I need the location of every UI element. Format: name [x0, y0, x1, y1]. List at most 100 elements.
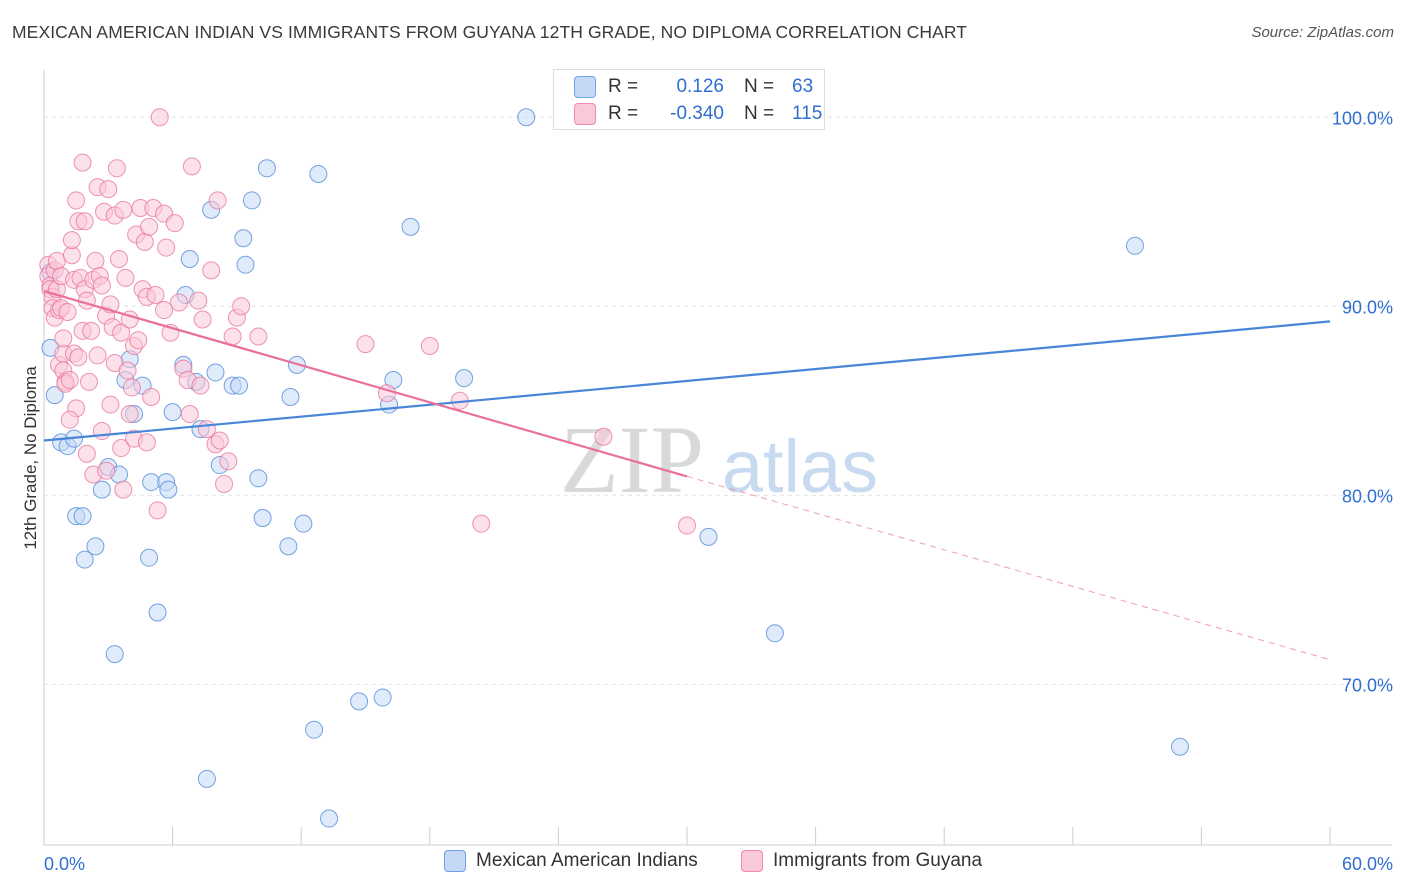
point-immigrants-from-guyana: [47, 251, 66, 270]
point-mexican-american-indians: [309, 164, 328, 183]
point-immigrants-from-guyana: [118, 361, 137, 380]
point-mexican-american-indians: [140, 548, 159, 567]
point-immigrants-from-guyana: [73, 153, 92, 172]
point-immigrants-from-guyana: [107, 159, 126, 178]
point-immigrants-from-guyana: [60, 410, 79, 429]
point-immigrants-from-guyana: [137, 433, 156, 452]
point-immigrants-from-guyana: [116, 268, 135, 287]
r-label: R =: [608, 76, 639, 97]
point-immigrants-from-guyana: [146, 285, 165, 304]
point-mexican-american-indians: [163, 403, 182, 422]
stats-swatch-blue: [574, 76, 596, 98]
point-mexican-american-indians: [281, 388, 300, 407]
point-immigrants-from-guyana: [142, 388, 161, 407]
point-immigrants-from-guyana: [101, 395, 120, 414]
point-mexican-american-indians: [180, 250, 199, 269]
axes: [43, 70, 1392, 846]
y-tick-label: 90.0%: [1342, 297, 1393, 317]
point-immigrants-from-guyana: [86, 251, 105, 270]
point-immigrants-from-guyana: [180, 405, 199, 424]
legend-swatch-blue: [444, 850, 466, 872]
legend-label: Mexican American Indians: [476, 850, 698, 871]
point-immigrants-from-guyana: [97, 461, 116, 480]
point-immigrants-from-guyana: [193, 310, 212, 329]
point-mexican-american-indians: [279, 537, 298, 556]
point-mexican-american-indians: [1125, 236, 1144, 255]
stats-swatch-pink: [574, 103, 596, 125]
point-immigrants-from-guyana: [155, 301, 174, 320]
legend-item-mexican-american-indians[interactable]: Mexican American Indians: [444, 850, 698, 872]
point-immigrants-from-guyana: [114, 200, 133, 219]
point-immigrants-from-guyana: [69, 348, 88, 367]
point-mexican-american-indians: [236, 255, 255, 274]
trendline-mexican-american-indians: [43, 320, 1331, 442]
point-immigrants-from-guyana: [129, 331, 148, 350]
y-tick-label: 70.0%: [1342, 675, 1393, 695]
chart-legend: Mexican American Indians Immigrants from…: [0, 850, 1406, 880]
point-mexican-american-indians: [86, 537, 105, 556]
point-immigrants-from-guyana: [148, 501, 167, 520]
point-mexican-american-indians: [75, 550, 94, 569]
point-mexican-american-indians: [249, 469, 268, 488]
point-immigrants-from-guyana: [356, 335, 375, 354]
point-immigrants-from-guyana: [60, 371, 79, 389]
n-label: N =: [744, 76, 775, 97]
point-mexican-american-indians: [305, 720, 324, 739]
point-mexican-american-indians: [320, 809, 339, 828]
point-immigrants-from-guyana: [182, 157, 201, 176]
point-immigrants-from-guyana: [54, 329, 73, 348]
point-mexican-american-indians: [1170, 737, 1189, 756]
point-immigrants-from-guyana: [594, 427, 613, 446]
point-mexican-american-indians: [234, 229, 253, 248]
point-immigrants-from-guyana: [88, 346, 107, 365]
point-mexican-american-indians: [148, 603, 167, 622]
point-immigrants-from-guyana: [92, 422, 111, 441]
point-mexican-american-indians: [253, 508, 272, 527]
point-immigrants-from-guyana: [112, 323, 131, 342]
point-immigrants-from-guyana: [77, 444, 96, 463]
x-tick-label: 60.0%: [1342, 854, 1393, 874]
r-label: R =: [608, 103, 639, 124]
point-immigrants-from-guyana: [210, 431, 229, 450]
point-immigrants-from-guyana: [219, 452, 238, 471]
point-immigrants-from-guyana: [140, 217, 159, 236]
y-tick-label: 80.0%: [1342, 486, 1393, 506]
point-immigrants-from-guyana: [92, 276, 111, 295]
point-immigrants-from-guyana: [202, 261, 221, 280]
legend-swatch-pink: [741, 850, 763, 872]
point-mexican-american-indians: [699, 527, 718, 546]
data-points: [39, 108, 1189, 828]
x-tick-label: 0.0%: [44, 854, 85, 874]
point-immigrants-from-guyana: [120, 405, 139, 424]
y-tick-label: 100.0%: [1332, 108, 1393, 128]
point-mexican-american-indians: [401, 217, 420, 236]
stats-legend: R = 0.126 N = 63 R = -0.340 N = 115: [553, 69, 825, 130]
point-immigrants-from-guyana: [62, 246, 81, 265]
point-mexican-american-indians: [92, 480, 111, 499]
point-immigrants-from-guyana: [678, 516, 696, 535]
point-mexican-american-indians: [142, 473, 161, 492]
point-mexican-american-indians: [517, 108, 536, 127]
y-axis-label: 12th Grade, No Diploma: [21, 366, 40, 550]
n-value: 63: [792, 76, 814, 97]
point-immigrants-from-guyana: [122, 378, 141, 397]
legend-item-immigrants-from-guyana[interactable]: Immigrants from Guyana: [741, 850, 982, 872]
point-mexican-american-indians: [373, 688, 392, 707]
point-mexican-american-indians: [230, 376, 249, 395]
point-mexican-american-indians: [197, 769, 216, 788]
trendline-immigrants-from-guyana: [43, 290, 688, 478]
point-immigrants-from-guyana: [75, 212, 94, 231]
legend-label: Immigrants from Guyana: [773, 850, 983, 871]
point-mexican-american-indians: [242, 191, 261, 210]
trend-lines: [43, 290, 1331, 661]
trendline-immigrants-from-guyana-extension: [686, 475, 1331, 661]
point-immigrants-from-guyana: [114, 480, 133, 499]
point-mexican-american-indians: [73, 507, 92, 526]
point-immigrants-from-guyana: [135, 233, 154, 252]
point-immigrants-from-guyana: [208, 191, 227, 210]
point-immigrants-from-guyana: [150, 108, 169, 127]
point-immigrants-from-guyana: [67, 191, 86, 210]
point-mexican-american-indians: [257, 159, 276, 178]
point-mexican-american-indians: [105, 645, 124, 664]
